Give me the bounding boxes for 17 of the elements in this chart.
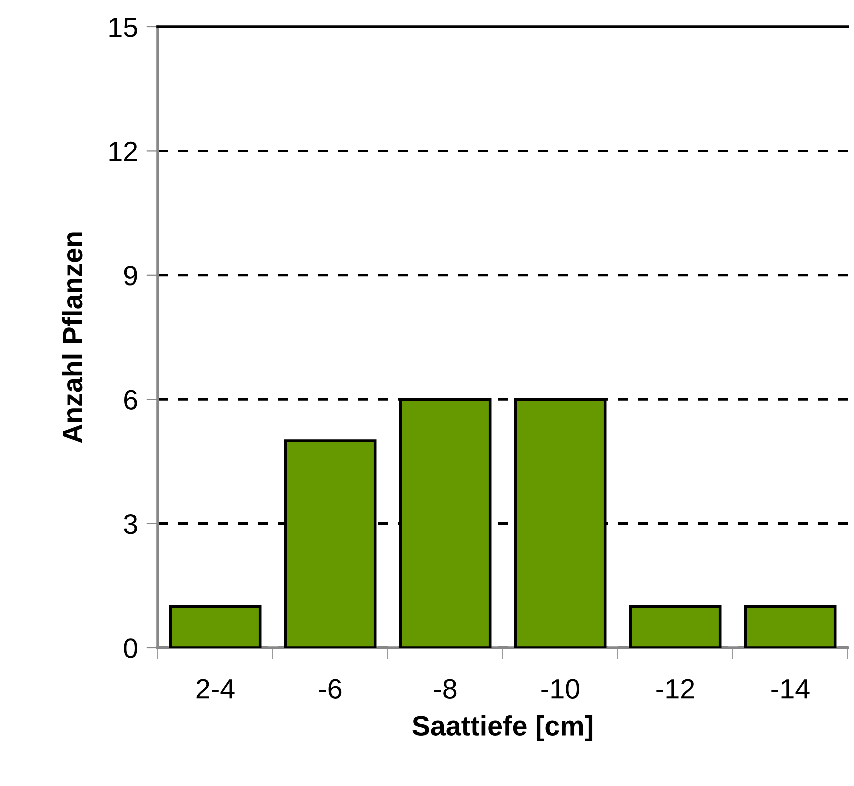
y-tick-label: 12 — [110, 142, 138, 162]
y-tick-label: 3 — [124, 514, 138, 534]
x-tick-label: -6 — [319, 679, 342, 699]
x-tick-label: -12 — [656, 679, 694, 699]
bar — [629, 605, 722, 648]
x-tick-label: -14 — [772, 680, 810, 699]
x-tick-label: -10 — [542, 679, 580, 699]
x-tick-label: -8 — [434, 679, 457, 699]
x-axis-title: Saattiefe [cm] — [412, 716, 593, 742]
y-tick-label: 9 — [124, 266, 138, 286]
x-tick-label: 2-4 — [196, 679, 235, 699]
y-tick-label: 15 — [110, 18, 138, 38]
y-tick-label: 6 — [124, 390, 138, 410]
y-tick-label: 0 — [124, 638, 138, 658]
y-axis-title: Anzahl Pflanzen — [62, 232, 83, 444]
bar — [169, 605, 262, 648]
bar — [744, 605, 837, 648]
